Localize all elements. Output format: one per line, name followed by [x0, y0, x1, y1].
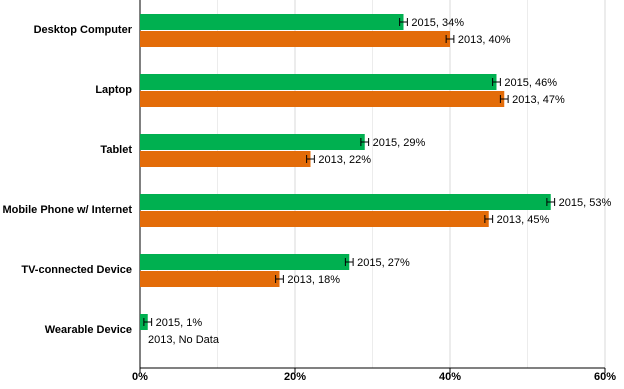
x-tick-label: 60% — [594, 371, 616, 383]
error-bar — [306, 155, 315, 163]
data-label: 2015, 27% — [357, 257, 410, 269]
x-tick-label: 20% — [284, 371, 306, 383]
bar — [140, 151, 311, 167]
bar — [140, 271, 280, 287]
data-label: 2015, 53% — [559, 197, 612, 209]
error-bar — [492, 78, 501, 86]
bar — [140, 91, 505, 107]
error-bar — [275, 275, 284, 283]
error-bar — [360, 138, 370, 146]
x-tick-label: 0% — [132, 371, 148, 383]
category-label: TV-connected Device — [21, 264, 132, 276]
category-label: Wearable Device — [45, 324, 132, 336]
error-bar — [546, 198, 556, 206]
data-label: 2013, 40% — [458, 34, 511, 46]
data-label: 2015, 1% — [156, 317, 203, 329]
data-label: 2013, 45% — [497, 214, 550, 226]
data-label: 2013, 18% — [287, 274, 340, 286]
bar — [140, 14, 404, 30]
category-label: Laptop — [95, 84, 132, 96]
data-label: 2013, No Data — [148, 334, 220, 346]
error-bar — [445, 35, 455, 43]
error-bar — [143, 318, 153, 326]
error-bar — [399, 18, 408, 26]
category-label: Tablet — [100, 144, 132, 156]
bar — [140, 211, 489, 227]
error-bar — [499, 95, 509, 103]
error-bar — [344, 258, 354, 266]
bar — [140, 254, 350, 270]
data-label: 2015, 46% — [504, 77, 557, 89]
category-label: Desktop Computer — [34, 24, 133, 36]
error-bar — [484, 215, 494, 223]
bar — [140, 134, 365, 150]
data-label: 2013, 47% — [512, 94, 565, 106]
data-label: 2013, 22% — [318, 154, 371, 166]
bar — [140, 74, 497, 90]
data-label: 2015, 29% — [373, 137, 426, 149]
bar — [140, 31, 450, 47]
bar — [140, 194, 551, 210]
data-label: 2015, 34% — [411, 17, 464, 29]
x-tick-label: 40% — [439, 371, 461, 383]
category-label: Mobile Phone w/ Internet — [2, 204, 132, 216]
